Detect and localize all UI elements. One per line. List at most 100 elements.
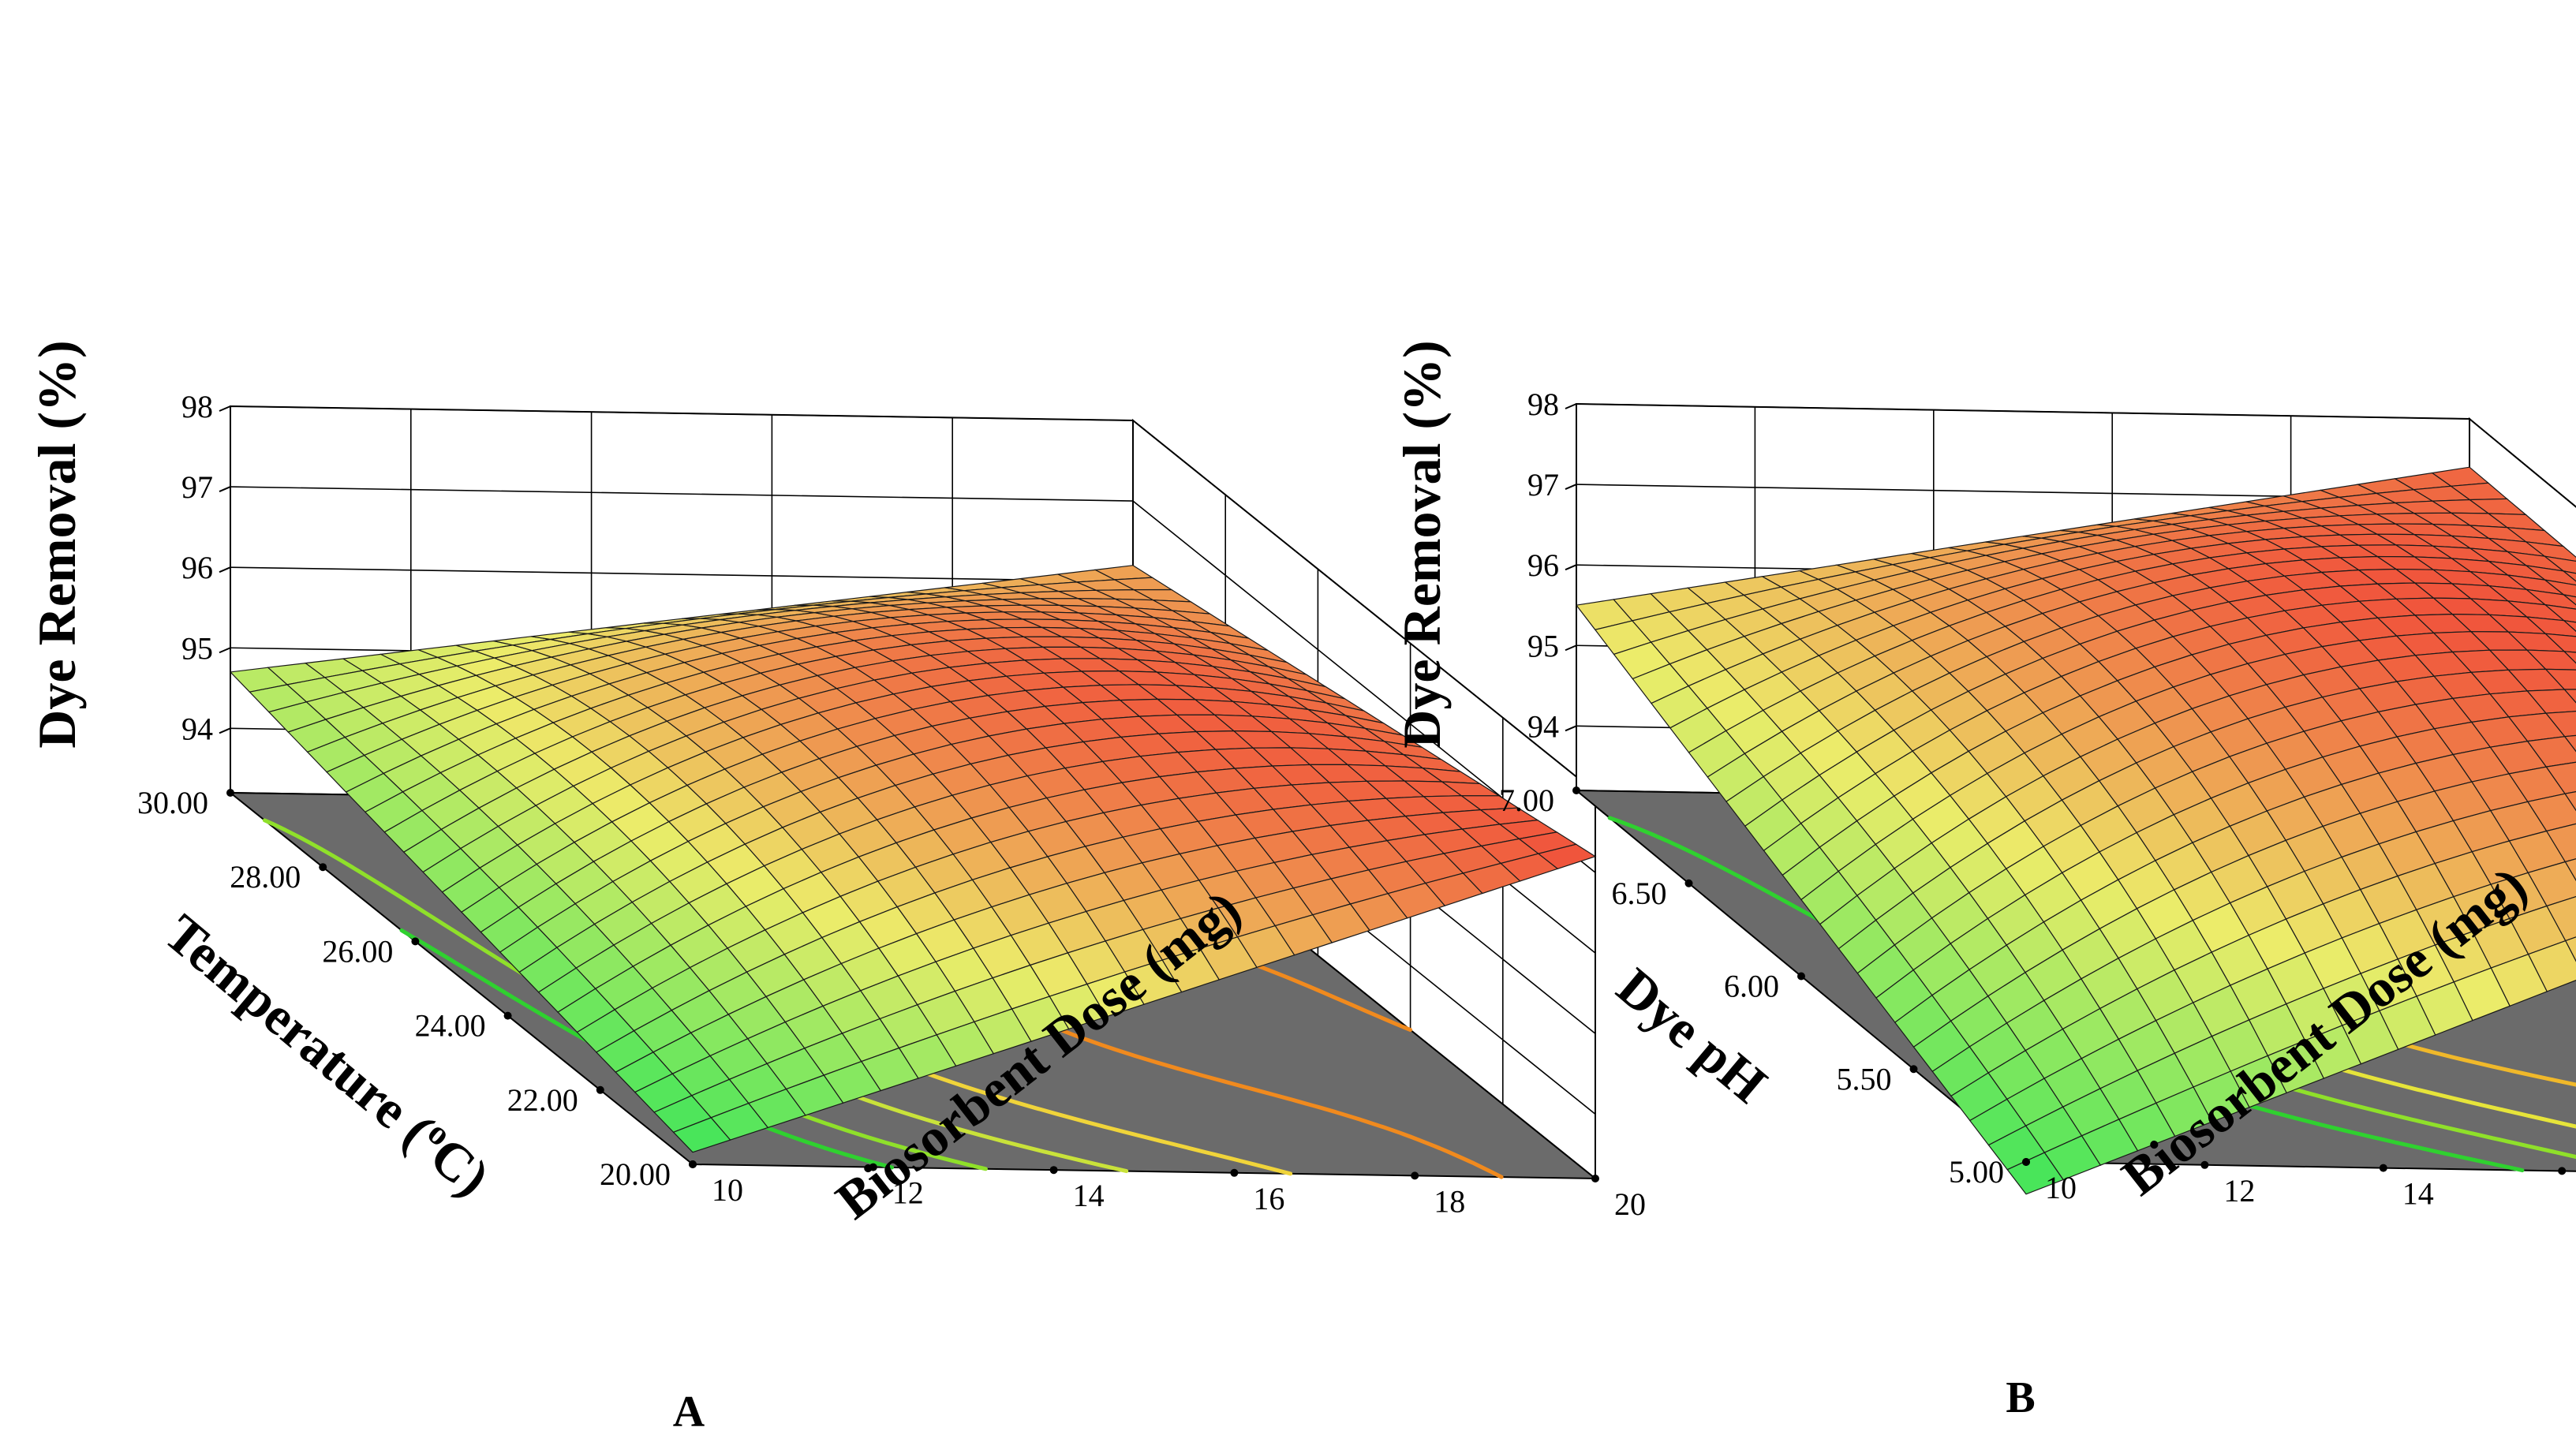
x-tick-label-p0: 24.00 [415,1008,486,1044]
x-tick-label-p0: 26.00 [322,933,393,969]
z-tick-label-p1: 95 [1527,628,1559,663]
x-tick-label-p1: 5.50 [1837,1061,1892,1096]
ticks-b: 94959697985.005.506.006.507.001012141618… [1499,387,2567,1212]
surface-cell-p1 [2526,793,2576,832]
z-tick-mark-p0 [219,647,231,654]
surface-cell-p1 [2524,540,2576,562]
z-tick-label-p1: 94 [1527,708,1559,744]
x-tick-label-p0: 30.00 [137,785,208,820]
z-axis-title-b: Dye Removal (%) [1392,340,1452,748]
surface-cell-p1 [2526,689,2576,714]
surface-cell-p1 [2563,651,2576,664]
x-tick-mark-p0 [226,789,234,797]
surface-cell-p0 [1537,843,1597,869]
x-tick-label-p1: 5.00 [1949,1154,2004,1190]
y-tick-mark-p1 [2200,1160,2209,1169]
x-tick-label-p1: 7.00 [1499,783,1554,818]
y-tick-mark-p0 [1230,1168,1239,1177]
y-tick-label-p0: 12 [892,1175,924,1211]
z-tick-label-p1: 97 [1527,467,1559,502]
z-tick-label-p0: 96 [181,550,213,585]
z-tick-mark-p1 [1565,725,1577,732]
surface-cell-p1 [2564,936,2576,962]
surface-cell-p1 [2526,736,2576,768]
z-tick-mark-p0 [219,566,231,573]
y-tick-mark-p1 [2558,1167,2567,1175]
z-tick-mark-p0 [219,405,231,412]
y-tick-label-p0: 10 [712,1172,743,1208]
z-tick-label-p0: 98 [181,389,213,424]
surface-cell-p1 [2524,564,2576,586]
y-tick-mark-p1 [2379,1164,2387,1172]
x-tick-label-p0: 28.00 [230,859,301,895]
x-tick-mark-p0 [596,1085,604,1094]
surface-cell-p1 [2562,619,2576,632]
surface-cell-p1 [2526,649,2576,671]
surface-cell-p1 [2563,734,2576,753]
y-tick-label-p0: 16 [1253,1181,1284,1216]
z-tick-mark-p1 [1565,484,1577,491]
z-tick-label-p0: 95 [181,630,213,666]
x-axis-title-a-part1: Temperature ( [154,902,445,1160]
surface-cell-p1 [2525,588,2576,610]
x-tick-mark-p1 [1909,1065,1918,1074]
surface-cell-p1 [2525,616,2576,637]
z-tick-mark-p1 [1565,403,1577,409]
y-tick-mark-p0 [1591,1175,1599,1182]
x-tick-mark-p0 [503,1011,512,1020]
panel-a: 94 95 96 97 98 20.00 22.00 24.00 26.00 28.00 30.00… [27,340,1646,1436]
z-tick-label-p1: 98 [1527,387,1559,422]
y-tick-label-p1: 12 [2223,1173,2255,1209]
z-axis-title-a: Dye Removal (%) [27,340,87,748]
y-tick-mark-p0 [1049,1166,1058,1175]
z-tick-mark-p0 [219,727,231,734]
y-tick-mark-p1 [2022,1158,2030,1166]
y-tick-label-p0: 20 [1614,1186,1646,1222]
y-tick-label-p1: 14 [2402,1176,2434,1212]
surface-cell-p1 [2527,940,2576,992]
x-tick-mark-p0 [411,937,420,946]
surface-cell-p1 [2546,895,2576,942]
surface-cell-p1 [2564,791,2576,812]
surface-cell-p1 [2545,761,2576,794]
z-tick-label-p0: 97 [181,469,213,505]
panel-label-b: B [2006,1373,2035,1422]
surface-a [229,565,1597,1153]
wall-grid-h-p0 [230,405,1596,793]
surface-cell-p1 [2545,823,2576,863]
surface-cell-p1 [2544,711,2576,738]
wall-grid-h-p1 [1576,403,2576,508]
y-tick-label-p1: 10 [2045,1170,2077,1205]
x-tick-mark-p1 [1684,879,1693,887]
y-tick-mark-p0 [689,1160,697,1168]
z-tick-mark-p0 [219,486,231,493]
z-tick-mark-p1 [1565,644,1577,652]
surface-cell-p1 [2544,633,2576,653]
x-tick-label-p0: 20.00 [600,1156,671,1192]
surface-cell-p1 [2562,593,2576,606]
panel-label-a: A [673,1388,705,1436]
wall-grid-h-p0 [230,486,1596,873]
surface-cell-p1 [2544,579,2576,598]
y-tick-mark-p0 [869,1163,877,1171]
ticks-a: 94 95 96 97 98 20.00 22.00 24.00 26.00 28.00 30.00… [137,389,1646,1222]
x-tick-label-p1: 6.50 [1612,876,1667,911]
x-tick-label-p1: 6.00 [1724,969,1779,1004]
x-tick-mark-p1 [1797,972,1805,981]
surface-cell-p1 [2564,858,2576,882]
z-tick-mark-p1 [1565,564,1577,571]
z-tick-label-p1: 96 [1527,547,1559,583]
x-tick-label-p0: 22.00 [507,1082,578,1118]
surface-cell-p1 [2527,861,2576,907]
y-tick-label-p0: 14 [1073,1178,1105,1213]
x-tick-mark-p1 [1572,786,1580,794]
y-tick-mark-p0 [1411,1171,1419,1180]
surface-b [1575,466,2576,1195]
y-tick-label-p0: 18 [1434,1183,1465,1219]
z-tick-label-p0: 94 [181,711,213,746]
surface-cell-p1 [2544,603,2576,623]
surface-cell-p1 [2543,555,2576,574]
surface-cell-p1 [2563,689,2576,704]
surface-cell-p1 [2544,668,2576,690]
